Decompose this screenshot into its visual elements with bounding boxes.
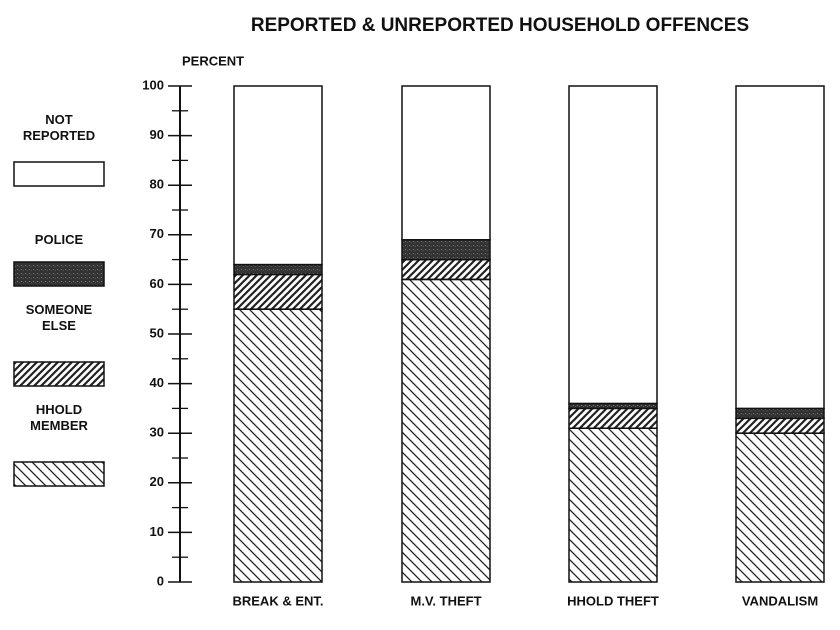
x-tick-label: M.V. THEFT bbox=[410, 593, 481, 608]
y-tick-label: 80 bbox=[150, 177, 164, 192]
bar-segment bbox=[401, 239, 491, 261]
bar-segment bbox=[233, 85, 323, 266]
bar-segment bbox=[568, 85, 658, 405]
legend-swatch bbox=[13, 461, 105, 487]
x-tick-label: HHOLD THEFT bbox=[567, 593, 659, 608]
y-tick-label: 20 bbox=[150, 474, 164, 489]
bar-segment bbox=[401, 258, 491, 281]
bar-segment bbox=[735, 407, 825, 420]
legend-label: HHOLD MEMBER bbox=[30, 402, 88, 433]
y-tick-label: 100 bbox=[142, 77, 164, 92]
y-tick-label: 10 bbox=[150, 524, 164, 539]
bar-segment bbox=[735, 85, 825, 410]
legend-swatch bbox=[13, 161, 105, 187]
legend-label: NOT REPORTED bbox=[22, 112, 96, 143]
legend-swatch bbox=[13, 361, 105, 387]
y-tick-label: 90 bbox=[150, 127, 164, 142]
bar-segment bbox=[568, 407, 658, 429]
bar-segment bbox=[233, 308, 323, 583]
chart-title: REPORTED & UNREPORTED HOUSEHOLD OFFENCES bbox=[251, 15, 749, 36]
bar-segment bbox=[401, 85, 491, 241]
y-axis-label: PERCENT bbox=[182, 53, 244, 68]
legend-label: SOMEONE ELSE bbox=[25, 302, 93, 333]
y-tick-label: 70 bbox=[150, 226, 164, 241]
bar-segment bbox=[233, 273, 323, 310]
y-tick-label: 30 bbox=[150, 425, 164, 440]
y-tick-label: 0 bbox=[157, 573, 164, 588]
y-tick-label: 40 bbox=[150, 375, 164, 390]
bar-segment bbox=[735, 432, 825, 583]
y-tick-label: 50 bbox=[150, 325, 164, 340]
bar-segment bbox=[735, 417, 825, 434]
x-tick-label: VANDALISM bbox=[742, 593, 818, 608]
legend-swatch bbox=[13, 261, 105, 287]
legend-label: POLICE bbox=[34, 232, 84, 247]
y-tick-label: 60 bbox=[150, 276, 164, 291]
bar-segment bbox=[568, 427, 658, 583]
bar-segment bbox=[401, 278, 491, 583]
x-tick-label: BREAK & ENT. bbox=[232, 593, 323, 608]
bar-segment bbox=[233, 263, 323, 276]
